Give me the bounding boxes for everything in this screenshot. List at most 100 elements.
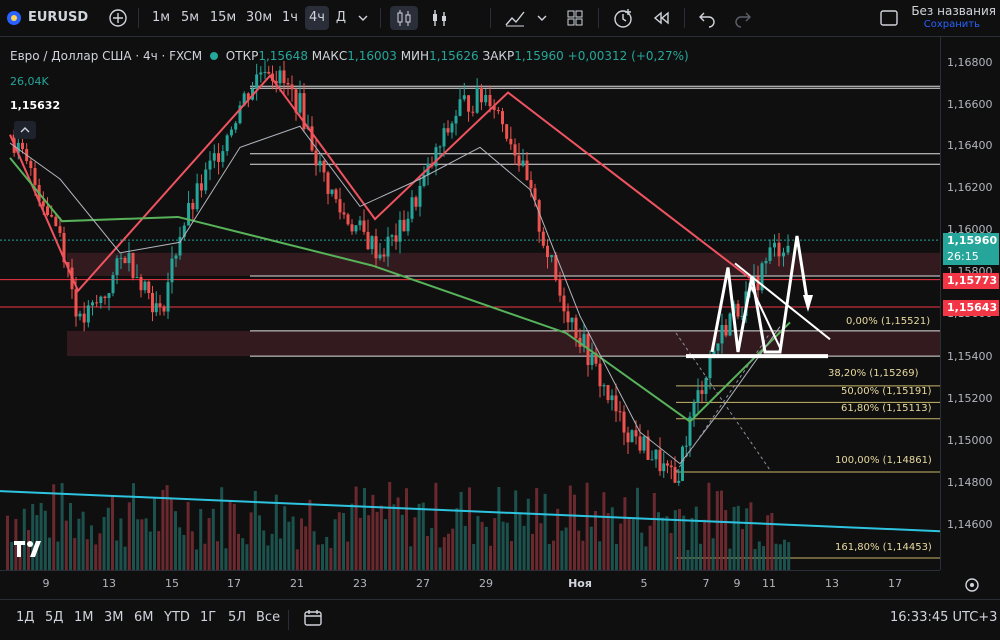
close-value: 1,15960 <box>514 49 564 63</box>
cyan-trendline <box>0 490 941 533</box>
replay-rewind-icon[interactable] <box>648 6 674 30</box>
volume-bar <box>640 532 644 570</box>
range-5d[interactable]: 5Д <box>45 610 64 625</box>
redo-icon[interactable] <box>730 6 756 30</box>
time-tick: 5 <box>640 577 648 590</box>
interval-15m[interactable]: 15м <box>209 10 237 25</box>
range-all[interactable]: Все <box>256 610 281 625</box>
volume-bar <box>6 515 9 570</box>
indicators-icon[interactable] <box>502 6 528 30</box>
candle-body <box>626 432 630 443</box>
range-5y[interactable]: 5Л <box>228 610 247 625</box>
range-1y[interactable]: 1Г <box>200 610 217 625</box>
volume-bar <box>245 544 249 570</box>
candle-body <box>95 302 99 304</box>
candle-body <box>267 71 271 74</box>
candle-body <box>458 99 462 116</box>
collapse-legend-button[interactable] <box>14 121 36 139</box>
time-tick: 7 <box>702 577 710 590</box>
candle-body <box>574 317 578 338</box>
volume-bar <box>295 549 299 570</box>
volume-bar <box>81 511 85 570</box>
fib-level-618: 61,80% (1,15113) <box>841 403 932 414</box>
volume-bar <box>438 547 442 570</box>
volume-bar <box>715 491 719 570</box>
time-axis[interactable]: 9 13 15 17 21 23 27 29 Ноя 5 7 9 11 13 1… <box>0 570 979 599</box>
pattern-drawing <box>710 235 810 354</box>
candle-body <box>107 293 111 299</box>
close-label: ЗАКР <box>482 49 515 63</box>
interval-1h[interactable]: 1ч <box>282 10 298 25</box>
layout-checkbox-icon[interactable] <box>878 6 900 30</box>
candle-body <box>488 95 492 107</box>
candle-body <box>467 95 471 112</box>
range-6m[interactable]: 6М <box>134 610 154 625</box>
interval-dropdown-chevron-icon[interactable] <box>355 6 371 30</box>
layout-name[interactable]: Без названия <box>911 4 996 18</box>
price-tick: 1,16400 <box>947 139 993 152</box>
candle-body <box>513 144 517 156</box>
candles-chart-type-icon[interactable] <box>390 6 418 30</box>
interval-4h[interactable]: 4ч <box>305 6 329 30</box>
candle-body <box>154 303 158 313</box>
indicators-chevron-icon[interactable] <box>534 6 550 30</box>
candle-body <box>394 235 398 242</box>
chart-settings-gear-icon[interactable] <box>962 575 982 598</box>
candle-body <box>764 260 768 264</box>
candle-body <box>62 232 66 263</box>
chart-pane[interactable]: Евро / Доллар США · 4ч · FXCM ОТКР1,1564… <box>0 37 941 570</box>
candle-body <box>362 220 366 232</box>
interval-5m[interactable]: 5м <box>180 10 200 25</box>
interval-1d[interactable]: Д <box>335 10 347 25</box>
candle-body <box>46 206 49 216</box>
candle-body <box>602 385 606 387</box>
volume-bar <box>77 518 81 570</box>
templates-grid-icon[interactable] <box>562 6 588 30</box>
volume-bar <box>724 510 728 570</box>
bars-chart-type-icon[interactable] <box>426 6 454 30</box>
save-status: Сохранить <box>923 19 980 30</box>
candle-body <box>533 188 537 201</box>
volume-bar <box>497 486 501 570</box>
candle-body <box>716 343 720 351</box>
interval-30m[interactable]: 30м <box>245 10 273 25</box>
volume-bar <box>22 508 26 570</box>
volume-bar <box>274 494 278 570</box>
price-tick: 1,16000 <box>947 223 993 236</box>
volume-bar <box>396 497 400 570</box>
volume-bar <box>778 544 782 570</box>
range-ytd[interactable]: YTD <box>164 610 190 625</box>
volume-bar <box>270 533 274 570</box>
volume-bar <box>459 491 463 570</box>
volume-bar <box>661 517 665 570</box>
volume-bar <box>547 543 551 570</box>
candle-body <box>677 480 681 483</box>
range-1m[interactable]: 1М <box>74 610 94 625</box>
candle-body <box>673 467 677 483</box>
alert-clock-icon[interactable] <box>610 6 636 30</box>
clock-timezone[interactable]: 16:33:45 UTC+3 <box>890 610 998 625</box>
range-3m[interactable]: 3М <box>104 610 124 625</box>
range-1d[interactable]: 1Д <box>16 610 35 625</box>
volume-bar <box>279 538 282 570</box>
goto-date-calendar-icon[interactable] <box>303 608 323 632</box>
interval-1m[interactable]: 1м <box>151 10 171 25</box>
price-axis[interactable]: 1,16800 1,16600 1,16400 1,16200 1,16000 … <box>940 37 1000 570</box>
undo-icon[interactable] <box>694 6 720 30</box>
volume-bar <box>501 521 505 570</box>
candle-body <box>554 255 558 280</box>
candle-body <box>58 226 62 233</box>
compare-add-icon[interactable] <box>106 6 130 30</box>
pattern-trendline <box>734 262 831 341</box>
chart-legend: Евро / Доллар США · 4ч · FXCM ОТКР1,1564… <box>10 49 689 63</box>
candle-body <box>278 70 282 84</box>
candle-body <box>712 350 716 358</box>
candle-body <box>350 224 354 232</box>
time-tick: 9 <box>733 577 741 590</box>
candle-body <box>290 84 294 90</box>
candle-body <box>342 212 346 215</box>
symbol-search-button[interactable]: EURUSD <box>28 10 89 25</box>
candle-body <box>338 199 342 213</box>
volume-bar <box>434 482 438 570</box>
low-value: 1,15626 <box>429 49 479 63</box>
